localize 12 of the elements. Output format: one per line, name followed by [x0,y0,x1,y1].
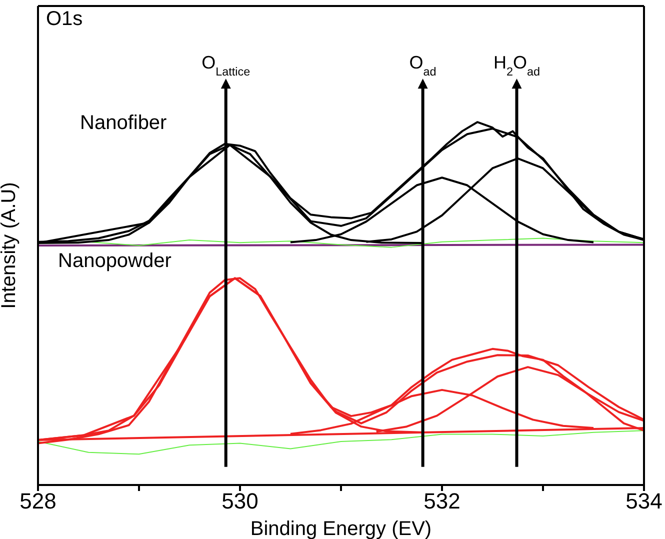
annotation: Nanopowder [58,250,172,273]
x-tick-label: 528 [20,488,56,514]
x-tick-label: 534 [626,488,662,514]
x-tick-label: 530 [222,488,258,514]
x-axis-title: Binding Energy (EV) [250,518,432,539]
annotation: Nanofiber [80,112,167,135]
y-axis-title: Intensity (A.U) [0,182,20,309]
x-tick-label: 532 [424,488,460,514]
ref-line-label: O$_{Lattice}$ [202,52,250,78]
text: O1s [46,8,83,31]
ref-line-label: H$_{2}$O$_{ad}$ [493,52,540,78]
ref-line-label: O$_{ad}$ [409,52,436,78]
